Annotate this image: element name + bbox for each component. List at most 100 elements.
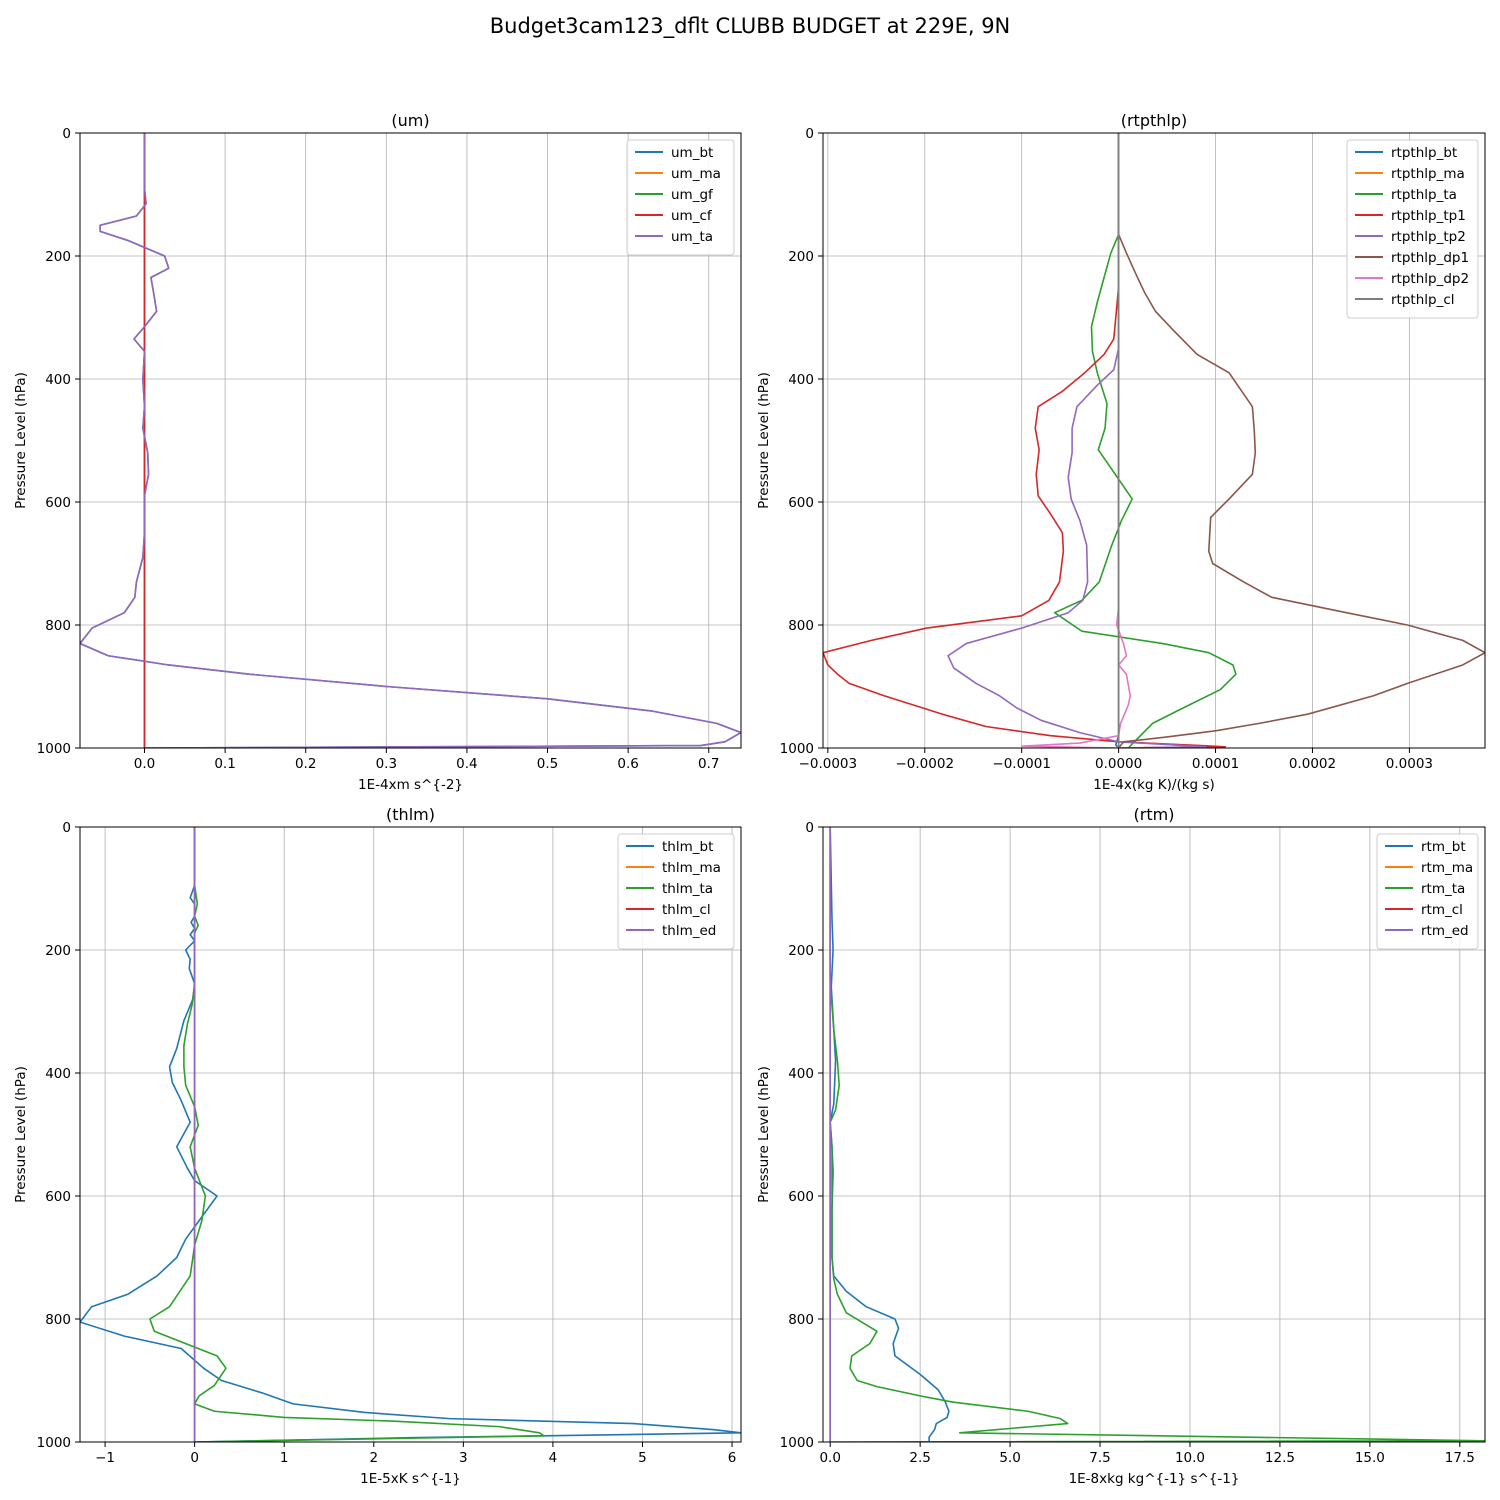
x-tick-label: 0 bbox=[190, 1450, 199, 1466]
legend-label-rtpthlp_dp1: rtpthlp_dp1 bbox=[1391, 250, 1469, 266]
panel-title: (thlm) bbox=[386, 805, 435, 824]
legend-label-rtpthlp_cl: rtpthlp_cl bbox=[1391, 292, 1455, 308]
y-tick-label: 200 bbox=[788, 943, 814, 959]
y-tick-label: 600 bbox=[45, 495, 71, 511]
panel-3: −1 0 1 2 3 4 5 6 0 200 400 600 800 1000 (thlm) 1E-5xK s… bbox=[13, 805, 742, 1487]
x-tick-label: 0.0 bbox=[134, 756, 155, 772]
legend-label-um_ta: um_ta bbox=[671, 229, 713, 245]
y-tick-label: 800 bbox=[45, 618, 71, 634]
y-tick-label: 1000 bbox=[780, 741, 814, 757]
y-axis-label: Pressure Level (hPa) bbox=[756, 1066, 772, 1203]
panel-title: (um) bbox=[391, 111, 429, 130]
y-tick-label: 800 bbox=[45, 1312, 71, 1328]
legend-label-rtpthlp_ta: rtpthlp_ta bbox=[1391, 187, 1457, 203]
legend-label-rtpthlp_dp2: rtpthlp_dp2 bbox=[1391, 271, 1469, 287]
x-tick-label: −0.0002 bbox=[895, 756, 954, 772]
y-tick-label: 0 bbox=[62, 820, 71, 836]
y-axis-label: Pressure Level (hPa) bbox=[13, 372, 29, 509]
x-tick-label: 7.5 bbox=[1089, 1450, 1110, 1466]
panel-title: (rtpthlp) bbox=[1121, 111, 1188, 130]
x-tick-label: 0.2 bbox=[295, 756, 316, 772]
series-line-rtpthlp_tp1 bbox=[823, 133, 1227, 748]
y-tick-label: 0 bbox=[62, 126, 71, 142]
legend-label-rtm_bt: rtm_bt bbox=[1421, 839, 1466, 855]
panel-4: 0.0 2.5 5.0 7.5 10.0 12.5 15.0 17.5 0 200 400 600 80… bbox=[756, 805, 1486, 1487]
y-tick-label: 400 bbox=[788, 1066, 814, 1082]
y-tick-label: 400 bbox=[45, 372, 71, 388]
x-tick-label: 12.5 bbox=[1265, 1450, 1295, 1466]
series-line-rtpthlp_ta bbox=[1053, 133, 1237, 748]
y-tick-label: 200 bbox=[45, 249, 71, 265]
y-axis-label: Pressure Level (hPa) bbox=[13, 1066, 29, 1203]
x-tick-label: 5 bbox=[638, 1450, 647, 1466]
series-line-rtpthlp_dp2 bbox=[1020, 133, 1132, 748]
legend-label-thlm_bt: thlm_bt bbox=[662, 839, 713, 855]
x-tick-label: 5.0 bbox=[999, 1450, 1020, 1466]
x-tick-label: 0.3 bbox=[376, 756, 397, 772]
x-tick-label: 0.0002 bbox=[1289, 756, 1336, 772]
legend-label-thlm_cl: thlm_cl bbox=[662, 902, 711, 918]
x-tick-label: −1 bbox=[95, 1450, 115, 1466]
panel-title: (rtm) bbox=[1134, 805, 1175, 824]
x-tick-label: 0.0003 bbox=[1386, 756, 1433, 772]
legend-label-rtm_ed: rtm_ed bbox=[1421, 923, 1469, 939]
plot-frame bbox=[79, 826, 742, 1443]
y-tick-label: 600 bbox=[788, 495, 814, 511]
x-tick-label: 0.4 bbox=[456, 756, 477, 772]
legend-label-um_gf: um_gf bbox=[671, 187, 714, 203]
x-tick-label: 4 bbox=[549, 1450, 558, 1466]
x-tick-label: 0.0001 bbox=[1192, 756, 1239, 772]
y-tick-label: 1000 bbox=[780, 1435, 814, 1451]
x-tick-label: 0.1 bbox=[214, 756, 235, 772]
legend-label-um_cf: um_cf bbox=[671, 208, 713, 224]
legend-frame bbox=[1376, 833, 1479, 950]
legend: thlm_bt thlm_ma thlm_ta thlm_cl thlm_ed bbox=[617, 833, 735, 950]
x-axis-label: 1E-4x(kg K)/(kg s) bbox=[1093, 777, 1214, 793]
x-axis-label: 1E-4xm s^{-2} bbox=[358, 777, 463, 793]
y-tick-label: 1000 bbox=[37, 1435, 71, 1451]
y-tick-label: 1000 bbox=[37, 741, 71, 757]
x-tick-label: 0.7 bbox=[698, 756, 719, 772]
legend: rtm_bt rtm_ma rtm_ta rtm_cl rtm_ed bbox=[1376, 833, 1479, 950]
series-line-rtpthlp_tp2 bbox=[947, 133, 1207, 748]
series-line-thlm_ta bbox=[149, 827, 545, 1442]
legend: rtpthlp_bt rtpthlp_ma rtpthlp_ta rtpthlp_tp… bbox=[1346, 139, 1479, 319]
y-tick-label: 200 bbox=[788, 249, 814, 265]
series-line-um_ta bbox=[80, 133, 741, 748]
x-tick-label: 1 bbox=[280, 1450, 289, 1466]
y-tick-label: 600 bbox=[788, 1189, 814, 1205]
legend-label-rtm_ta: rtm_ta bbox=[1421, 881, 1465, 897]
plot-frame bbox=[79, 132, 742, 749]
legend-label-rtm_ma: rtm_ma bbox=[1421, 860, 1473, 876]
x-tick-label: 0.0 bbox=[819, 1450, 840, 1466]
x-tick-label: 0.0000 bbox=[1095, 756, 1142, 772]
panel-1: 0.0 0.1 0.2 0.3 0.4 0.5 0.6 0.7 0 200 400 600 800 100… bbox=[13, 111, 742, 793]
y-axis-label: Pressure Level (hPa) bbox=[756, 372, 772, 509]
legend-label-rtpthlp_tp2: rtpthlp_tp2 bbox=[1391, 229, 1466, 245]
legend-label-um_bt: um_bt bbox=[671, 145, 713, 161]
y-tick-label: 400 bbox=[45, 1066, 71, 1082]
x-axis-label: 1E-8xkg kg^{-1} s^{-1} bbox=[1069, 1471, 1240, 1487]
legend-label-thlm_ed: thlm_ed bbox=[662, 923, 716, 939]
x-axis-label: 1E-5xK s^{-1} bbox=[360, 1471, 461, 1487]
legend-label-thlm_ma: thlm_ma bbox=[662, 860, 721, 876]
y-tick-label: 0 bbox=[805, 126, 814, 142]
legend-frame bbox=[626, 139, 735, 256]
series-line-rtpthlp_dp1 bbox=[1117, 133, 1485, 748]
y-tick-label: 800 bbox=[788, 618, 814, 634]
legend-label-thlm_ta: thlm_ta bbox=[662, 881, 713, 897]
x-tick-label: −0.0003 bbox=[799, 756, 858, 772]
x-tick-label: 3 bbox=[459, 1450, 468, 1466]
x-tick-label: −0.0001 bbox=[992, 756, 1051, 772]
legend: um_bt um_ma um_gf um_cf um_ta bbox=[626, 139, 735, 256]
panel-2: −0.0003 −0.0002 −0.0001 0.0000 0.0001 0.0002 0… bbox=[756, 111, 1486, 793]
legend-frame bbox=[1346, 139, 1479, 319]
legend-label-um_ma: um_ma bbox=[671, 166, 721, 182]
y-tick-label: 400 bbox=[788, 372, 814, 388]
legend-label-rtpthlp_tp1: rtpthlp_tp1 bbox=[1391, 208, 1466, 224]
series-line-rtm_ta bbox=[829, 827, 1485, 1442]
plot-frame bbox=[822, 826, 1486, 1443]
x-tick-label: 2 bbox=[369, 1450, 378, 1466]
x-tick-label: 6 bbox=[728, 1450, 737, 1466]
